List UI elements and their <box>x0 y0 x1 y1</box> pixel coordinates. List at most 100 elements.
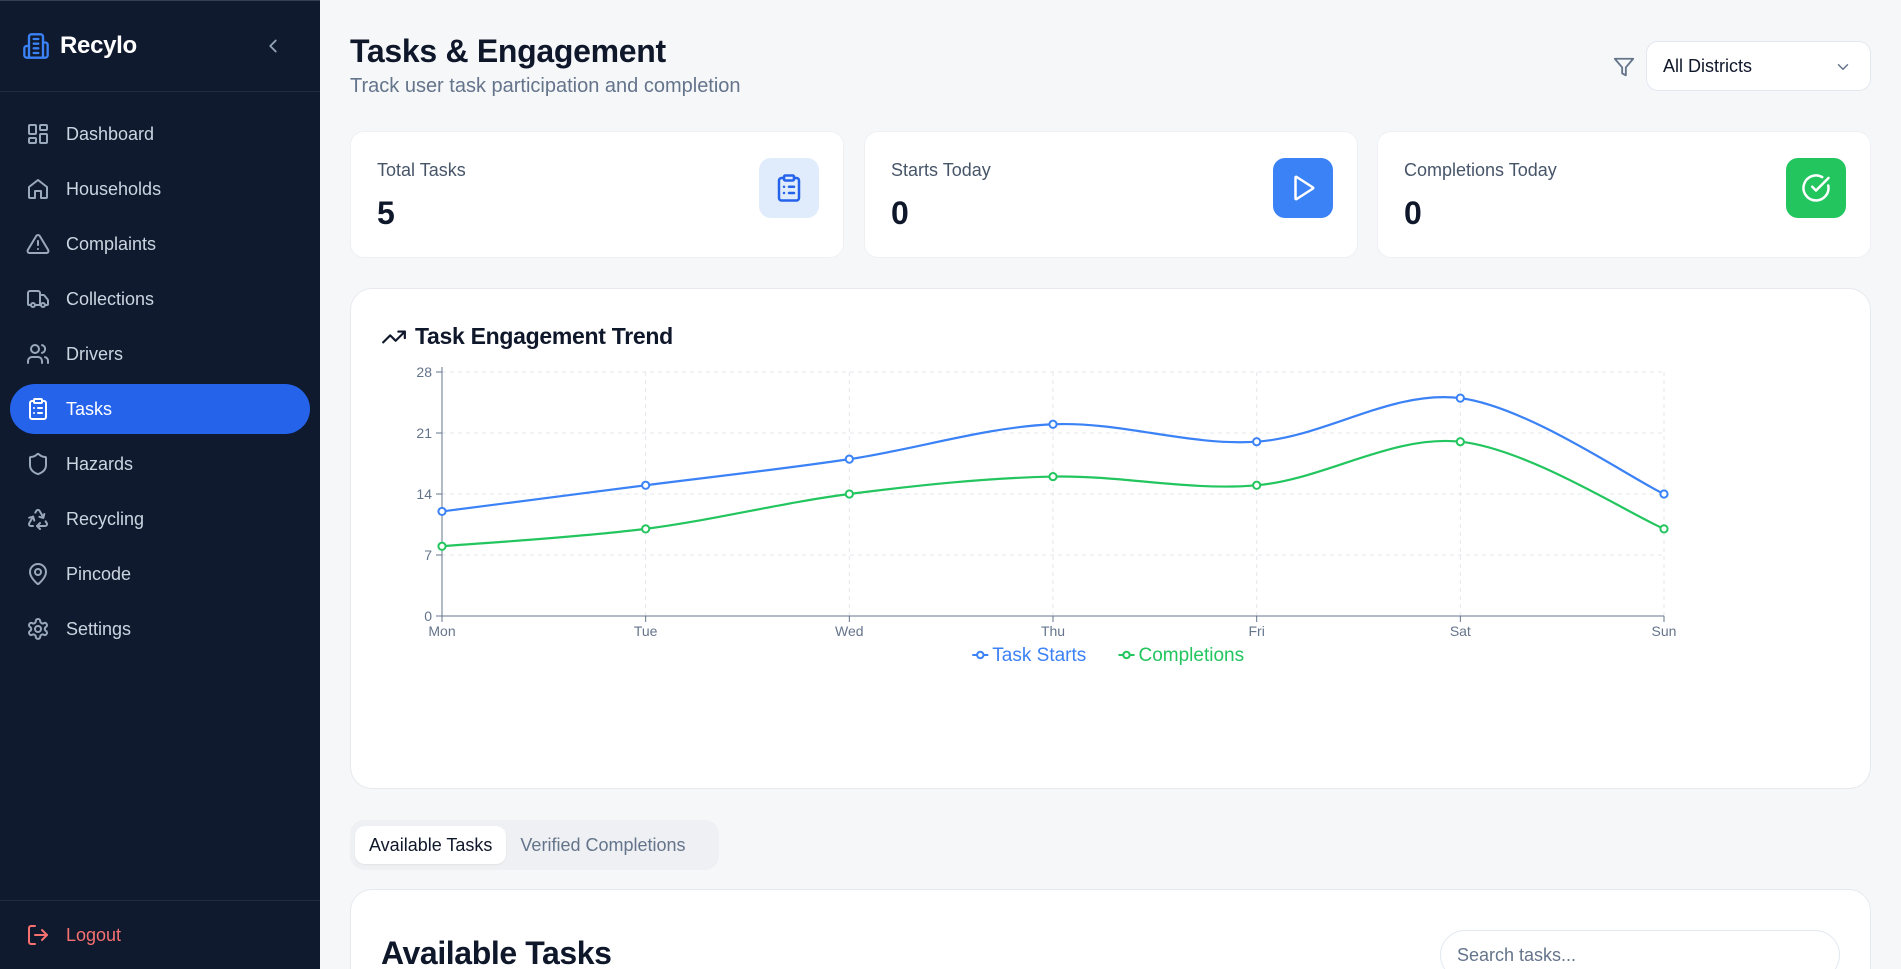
building-logo-icon <box>23 33 49 59</box>
stat-value: 5 <box>377 195 395 231</box>
stat-label: Completions Today <box>1404 160 1557 180</box>
series-point-1 <box>1252 480 1262 490</box>
users-icon <box>27 344 50 364</box>
recycle-icon <box>27 508 49 530</box>
sidebar-item-settings[interactable]: Settings <box>10 604 310 654</box>
legend-label: Completions <box>1139 645 1245 666</box>
page-subtitle: Track user task participation and comple… <box>350 75 741 97</box>
legend-marker-dot <box>976 650 985 660</box>
series-point-0 <box>1659 489 1669 499</box>
series-point-0 <box>437 506 447 517</box>
chart-title: Task Engagement Trend <box>415 323 673 349</box>
stat-card-completions-today: Completions Today 0 <box>1377 131 1871 258</box>
stat-label: Total Tasks <box>377 160 466 180</box>
search-tasks-input[interactable] <box>1440 930 1840 969</box>
x-tick-label: Mon <box>428 623 455 639</box>
chevron-down-icon <box>1837 64 1849 70</box>
available-tasks-title: Available Tasks <box>381 935 612 969</box>
series-point-0 <box>641 480 651 490</box>
series-point-0 <box>844 454 854 464</box>
legend-marker-dot <box>1122 650 1131 660</box>
map-pin-icon <box>29 563 47 585</box>
x-tick-label: Tue <box>634 623 658 639</box>
sidebar-item-households[interactable]: Households <box>10 164 310 214</box>
sidebar-item-collections[interactable]: Collections <box>10 274 310 324</box>
sidebar-item-label: Recycling <box>66 508 145 529</box>
home-icon <box>28 179 48 199</box>
sidebar-item-dashboard[interactable]: Dashboard <box>10 109 310 159</box>
series-point-0 <box>1252 437 1262 447</box>
sidebar-item-label: Tasks <box>66 398 113 419</box>
logout-button[interactable]: Logout <box>0 900 320 969</box>
sidebar-item-drivers[interactable]: Drivers <box>10 329 310 379</box>
available-tasks-card: Available Tasks <box>350 889 1871 969</box>
stat-card-starts-today: Starts Today 0 <box>864 131 1358 258</box>
stat-label: Starts Today <box>891 160 991 180</box>
sidebar-item-pincode[interactable]: Pincode <box>10 549 310 599</box>
legend-label: Task Starts <box>992 645 1086 666</box>
series-point-1 <box>1048 471 1058 482</box>
x-tick-label: Wed <box>835 623 864 639</box>
sidebar-item-tasks[interactable]: Tasks <box>10 384 310 434</box>
clipboard-list-icon <box>777 174 801 202</box>
brand: Recylo <box>0 1 320 92</box>
x-tick-label: Sun <box>1652 623 1677 639</box>
page-title: Tasks & Engagement <box>350 33 666 69</box>
sidebar-item-label: Drivers <box>66 343 123 364</box>
sidebar: Recylo Dashboard Households Complaints C… <box>0 0 320 969</box>
y-tick-label: 21 <box>416 425 432 441</box>
app-name: Recylo <box>60 32 137 59</box>
logout-label: Logout <box>66 924 122 945</box>
x-tick-label: Sat <box>1450 623 1471 639</box>
sidebar-item-label: Pincode <box>66 563 132 584</box>
sidebar-item-label: Complaints <box>66 233 157 254</box>
district-select-value: All Districts <box>1663 55 1752 76</box>
sidebar-item-label: Hazards <box>66 453 134 474</box>
engagement-line-chart: 0 7 14 21 28 Mon Tue Wed Thu Fri Sat Sun Task Starts… <box>416 364 1677 666</box>
x-tick-label: Fri <box>1249 623 1265 639</box>
y-tick-label: 0 <box>424 608 432 624</box>
y-tick-label: 28 <box>416 364 432 380</box>
series-point-1 <box>844 489 854 499</box>
stat-icon-box <box>1786 158 1846 218</box>
series-point-1 <box>641 524 651 534</box>
sidebar-item-label: Collections <box>66 288 155 309</box>
series-point-1 <box>1455 437 1465 447</box>
series-point-1 <box>1659 524 1669 534</box>
sidebar-item-label: Settings <box>66 618 132 639</box>
stat-value: 0 <box>1404 195 1422 231</box>
district-select[interactable]: All Districts <box>1646 41 1871 91</box>
x-tick-label: Thu <box>1041 623 1065 639</box>
series-point-1 <box>437 541 447 551</box>
sidebar-item-complaints[interactable]: Complaints <box>10 219 310 269</box>
clipboard-list-icon <box>29 398 47 420</box>
stat-card-total-tasks: Total Tasks 5 <box>350 131 844 258</box>
stat-icon-box <box>759 158 819 218</box>
main-content: Tasks & Engagement Track user task parti… <box>320 0 1901 969</box>
series-point-0 <box>1048 419 1058 429</box>
series-point-0 <box>1455 393 1465 403</box>
task-tabs: Available Tasks Verified Completions <box>350 820 719 870</box>
play-icon <box>1294 175 1315 201</box>
y-tick-label: 7 <box>424 547 432 563</box>
dashboard-icon <box>28 124 48 144</box>
check-circle-icon <box>1802 174 1830 202</box>
sidebar-nav: Dashboard Households Complaints Collecti… <box>0 92 320 654</box>
chevron-left-icon[interactable] <box>262 35 284 57</box>
tab-verified-completions[interactable]: Verified Completions <box>520 834 686 855</box>
engagement-chart-card: Task Engagement Trend 0 7 14 21 28 Mon Tue Wed T… <box>350 288 1871 789</box>
sidebar-item-label: Dashboard <box>66 123 155 144</box>
gear-icon <box>28 618 48 640</box>
stat-value: 0 <box>891 195 909 231</box>
filter-icon <box>1613 57 1635 77</box>
y-tick-label: 14 <box>416 486 432 502</box>
sidebar-item-recycling[interactable]: Recycling <box>10 494 310 544</box>
logout-icon <box>28 925 48 945</box>
trending-up-icon <box>382 330 406 344</box>
tab-available-tasks[interactable]: Available Tasks <box>355 826 507 864</box>
alert-triangle-icon <box>26 233 50 254</box>
sidebar-item-label: Households <box>66 178 162 199</box>
stat-icon-box <box>1273 158 1333 218</box>
sidebar-item-hazards[interactable]: Hazards <box>10 439 310 489</box>
shield-icon <box>29 453 47 476</box>
